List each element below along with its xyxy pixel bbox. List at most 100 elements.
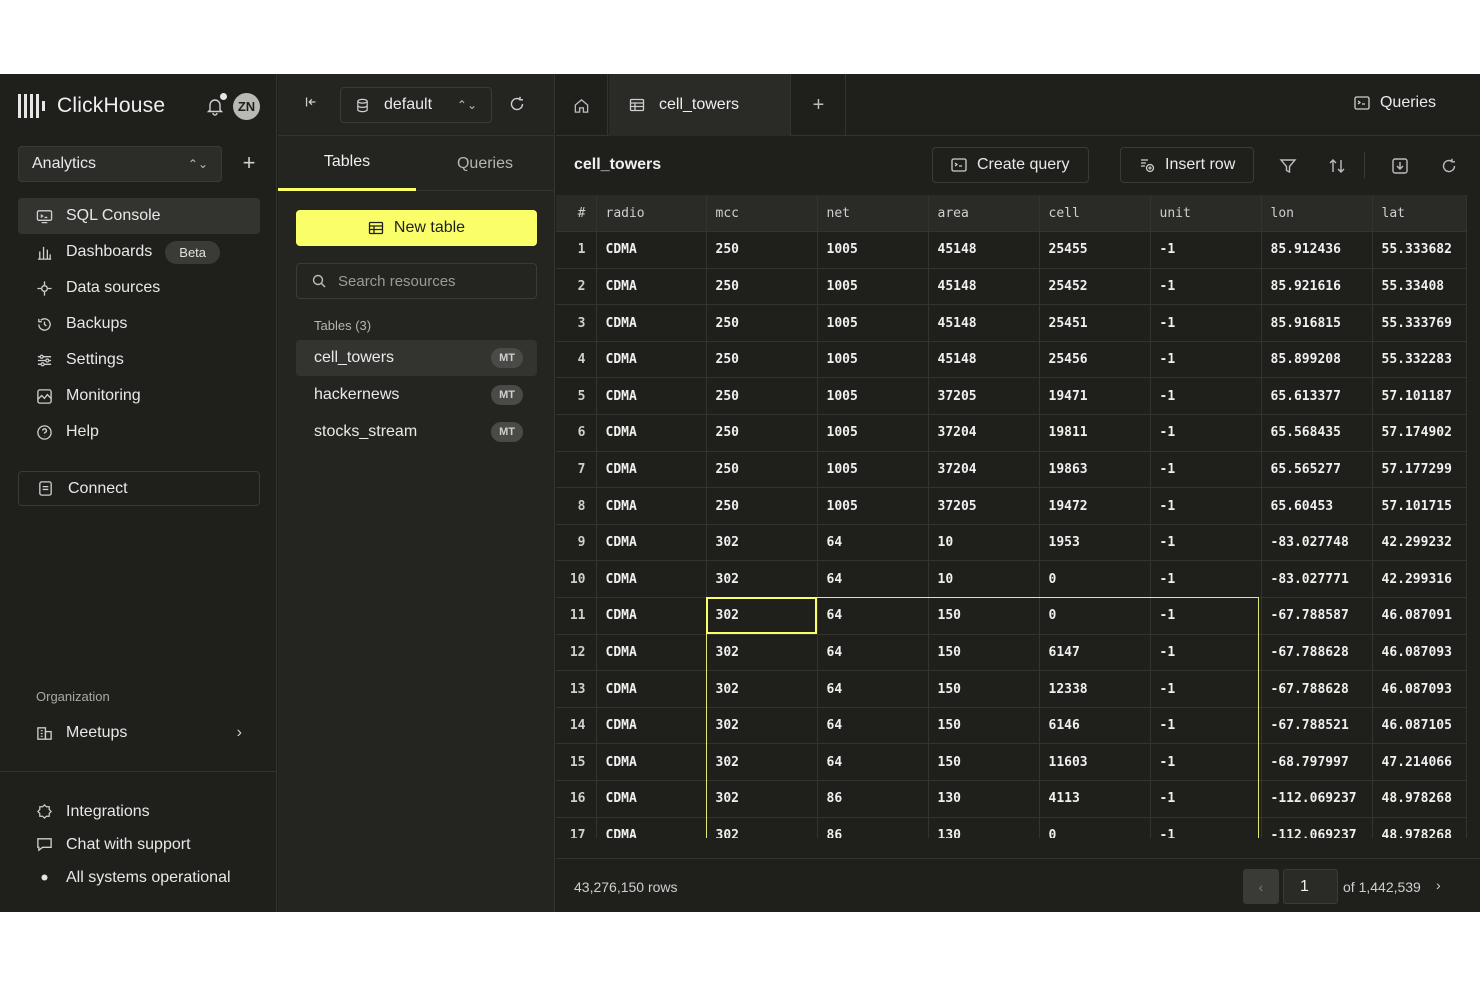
table-cell[interactable]: -1 <box>1150 817 1262 838</box>
table-cell[interactable]: 302 <box>706 670 818 708</box>
add-service-button[interactable]: + <box>242 150 256 175</box>
table-cell[interactable]: -67.788521 <box>1261 707 1373 745</box>
reload-icon[interactable] <box>1440 157 1458 175</box>
table-row[interactable]: 2 CDMA 250 1005 45148 25452 -1 85.921616 55.3340… <box>556 268 1467 306</box>
table-cell[interactable]: 250 <box>706 341 818 379</box>
table-cell[interactable]: CDMA <box>596 560 707 599</box>
table-cell[interactable]: 1953 <box>1039 524 1151 562</box>
table-item-hackernews[interactable]: hackernews MT <box>296 377 537 413</box>
tab-cell-towers[interactable]: cell_towers <box>609 74 791 136</box>
connect-button[interactable]: Connect <box>18 471 260 506</box>
table-cell[interactable]: 1005 <box>817 268 929 306</box>
table-cell[interactable]: 85.921616 <box>1261 268 1373 306</box>
table-cell[interactable]: 302 <box>706 707 818 745</box>
table-cell[interactable]: 45148 <box>928 231 1040 269</box>
table-cell[interactable]: 45148 <box>928 268 1040 306</box>
table-cell[interactable]: 25451 <box>1039 304 1151 342</box>
table-cell[interactable]: CDMA <box>596 304 707 342</box>
table-row[interactable]: 8 CDMA 250 1005 37205 19472 -1 65.60453 57.10171… <box>556 487 1467 525</box>
home-tab[interactable] <box>556 74 608 136</box>
table-cell[interactable]: 86 <box>817 817 929 838</box>
table-cell[interactable]: 302 <box>706 817 818 838</box>
table-cell[interactable]: 48.978268 <box>1372 780 1467 818</box>
table-cell[interactable]: -1 <box>1150 560 1262 599</box>
table-cell[interactable]: CDMA <box>596 231 707 269</box>
table-cell[interactable]: 150 <box>928 670 1040 708</box>
table-cell[interactable]: 47.214066 <box>1372 743 1467 781</box>
table-cell[interactable]: -1 <box>1150 341 1262 379</box>
table-cell[interactable]: 0 <box>1039 597 1151 635</box>
table-row[interactable]: 10 CDMA 302 64 10 0 -1 -83.027771 42.299316 <box>556 560 1467 599</box>
table-cell[interactable]: CDMA <box>596 670 707 708</box>
table-cell[interactable]: CDMA <box>596 707 707 745</box>
table-cell[interactable]: 55.333769 <box>1372 304 1467 342</box>
table-item-stocks-stream[interactable]: stocks_stream MT <box>296 414 537 450</box>
table-cell[interactable]: 150 <box>928 743 1040 781</box>
table-cell[interactable]: CDMA <box>596 780 707 818</box>
table-cell[interactable]: 250 <box>706 414 818 452</box>
table-cell[interactable]: -1 <box>1150 743 1262 781</box>
table-cell[interactable]: 46.087093 <box>1372 670 1467 708</box>
nav-item-dashboards[interactable]: Dashboards Beta <box>18 234 260 270</box>
table-cell[interactable]: 130 <box>928 817 1040 838</box>
table-cell[interactable]: 302 <box>706 743 818 781</box>
table-cell[interactable]: -1 <box>1150 780 1262 818</box>
page-number-input[interactable] <box>1283 869 1338 904</box>
table-cell[interactable]: 0 <box>1039 817 1151 838</box>
table-cell[interactable]: -1 <box>1150 304 1262 342</box>
table-cell[interactable]: 65.613377 <box>1261 377 1373 416</box>
table-cell[interactable]: 250 <box>706 268 818 306</box>
table-cell[interactable]: 1005 <box>817 487 929 525</box>
service-selector[interactable]: Analytics ⌃⌄ <box>18 146 222 182</box>
table-cell[interactable]: 19471 <box>1039 377 1151 416</box>
table-cell[interactable]: 57.101187 <box>1372 377 1467 416</box>
table-cell[interactable]: 57.174902 <box>1372 414 1467 452</box>
table-cell[interactable]: 37205 <box>928 377 1040 416</box>
column-header-index[interactable]: # <box>556 195 597 233</box>
table-row[interactable]: 14 CDMA 302 64 150 6146 -1 -67.788521 46.087105 <box>556 707 1467 745</box>
table-cell[interactable]: -83.027771 <box>1261 560 1373 599</box>
table-cell[interactable]: 37204 <box>928 414 1040 452</box>
system-status[interactable]: All systems operational <box>18 861 260 894</box>
table-cell[interactable]: 55.333682 <box>1372 231 1467 269</box>
table-cell[interactable]: CDMA <box>596 743 707 781</box>
table-cell[interactable]: 64 <box>817 670 929 708</box>
table-cell[interactable]: 1005 <box>817 341 929 379</box>
table-cell[interactable]: 150 <box>928 634 1040 672</box>
table-row[interactable]: 5 CDMA 250 1005 37205 19471 -1 65.613377 57.1011… <box>556 377 1467 416</box>
column-header-mcc[interactable]: mcc <box>706 195 818 233</box>
table-cell[interactable]: CDMA <box>596 817 707 838</box>
filter-icon[interactable] <box>1279 157 1297 175</box>
table-cell[interactable]: 6147 <box>1039 634 1151 672</box>
add-tab-button[interactable]: + <box>792 74 846 136</box>
table-cell[interactable]: 37205 <box>928 487 1040 525</box>
table-cell[interactable]: 64 <box>817 597 929 635</box>
table-cell[interactable]: 250 <box>706 487 818 525</box>
table-row[interactable]: 6 CDMA 250 1005 37204 19811 -1 65.568435 57.1749… <box>556 414 1467 452</box>
table-cell[interactable]: 130 <box>928 780 1040 818</box>
table-cell[interactable]: 37204 <box>928 451 1040 489</box>
create-query-button[interactable]: Create query <box>932 147 1089 183</box>
table-cell[interactable]: CDMA <box>596 597 707 635</box>
table-cell[interactable]: 85.916815 <box>1261 304 1373 342</box>
table-cell[interactable]: CDMA <box>596 341 707 379</box>
nav-item-help[interactable]: Help <box>18 414 260 450</box>
table-cell[interactable]: -1 <box>1150 597 1262 635</box>
column-header-area[interactable]: area <box>928 195 1040 233</box>
table-cell[interactable]: -83.027748 <box>1261 524 1373 562</box>
table-cell[interactable]: 4113 <box>1039 780 1151 818</box>
table-row[interactable]: 3 CDMA 250 1005 45148 25451 -1 85.916815 55.3337… <box>556 304 1467 342</box>
table-row[interactable]: 12 CDMA 302 64 150 6147 -1 -67.788628 46.087093 <box>556 634 1467 672</box>
refresh-icon[interactable] <box>508 95 528 115</box>
new-table-button[interactable]: New table <box>296 210 537 246</box>
integrations-link[interactable]: Integrations <box>18 795 260 828</box>
table-cell[interactable]: 10 <box>928 560 1040 599</box>
table-cell[interactable]: 150 <box>928 707 1040 745</box>
table-cell[interactable]: 1005 <box>817 231 929 269</box>
table-cell[interactable]: 46.087105 <box>1372 707 1467 745</box>
table-cell[interactable]: 302 <box>706 560 818 599</box>
table-cell[interactable]: 85.912436 <box>1261 231 1373 269</box>
table-cell[interactable]: 45148 <box>928 304 1040 342</box>
sort-icon[interactable] <box>1328 157 1346 175</box>
table-cell[interactable]: CDMA <box>596 487 707 525</box>
